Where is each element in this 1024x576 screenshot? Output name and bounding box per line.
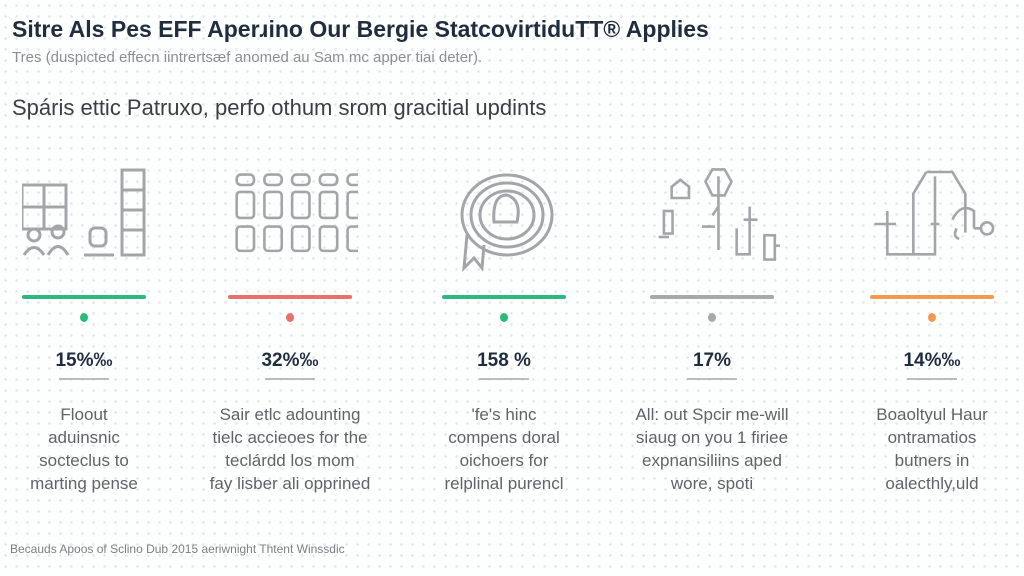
desc-line: Floout (60, 405, 108, 424)
desc-line: aduinsnic (48, 428, 120, 447)
divider (265, 378, 315, 380)
desc-line: relplinal purencl (444, 474, 564, 493)
desc-line: oichoers for (459, 451, 549, 470)
accent-bar (228, 295, 352, 299)
divider (687, 378, 737, 380)
desc-line: All: out Spcir me-will (635, 405, 789, 424)
stat-description: Boaoltyul Haur ontramatios butners in oalec… (810, 403, 1024, 495)
accent-bar (22, 295, 146, 299)
desc-line: Sair etlc adounting (219, 405, 361, 424)
section-heading: Spáris ettic Patruxo, perfo othum srom g… (12, 95, 547, 120)
accent-dot (928, 313, 936, 322)
accent-dot (286, 313, 294, 322)
desc-line: fay lisber ali opprined (209, 474, 371, 493)
accent-dot (500, 313, 508, 322)
stat-value: 17% (692, 350, 732, 371)
desc-line: tielc accieoes for the (212, 428, 368, 447)
stat-value: 14%‰ (903, 350, 961, 371)
stat-value: 15%‰ (55, 350, 113, 371)
accent-bar (870, 295, 994, 299)
desc-line: butners in (894, 451, 970, 470)
seat-grid-icon (235, 173, 358, 253)
desc-line: socteclus to (39, 451, 129, 470)
desc-line: 'fe's hinc (471, 405, 537, 424)
divider (907, 378, 957, 380)
desc-line: siaug on you 1 firiee (635, 428, 789, 447)
divider (59, 378, 109, 380)
desc-line: teclárdd los mom (225, 451, 355, 470)
page-title: Sitre Als Pes EFF Aperɹino Our Bergie St… (12, 16, 709, 42)
divider (479, 378, 529, 380)
stat-value: 32%‰ (261, 350, 319, 371)
accent-dot (80, 313, 88, 322)
accent-bar (442, 295, 566, 299)
desc-line: oalecthly,uld (885, 474, 979, 493)
footer-note: Becauds Apoos of Sclino Dub 2015 aeriwni… (10, 542, 345, 556)
stat-value: 158 % (477, 350, 531, 371)
accent-bar (650, 295, 774, 299)
desc-line: expnansiliins aped (642, 451, 782, 470)
page-subtitle: Tres (duspicted effecn iintrertsæf anome… (12, 49, 483, 66)
desc-line: wore, spoti (670, 474, 754, 493)
accent-dot (708, 313, 716, 322)
desc-line: ontramatios (887, 428, 977, 447)
house-circuit-icon (874, 170, 995, 256)
stat-description: 'fe's hinc compens doral oichoers for relpl… (382, 403, 626, 495)
stat-description: Floout aduinsnic socteclus to marting pense (0, 403, 206, 495)
desc-line: compens doral (448, 428, 560, 447)
award-ribbon-icon (460, 173, 554, 272)
people-grid-icon (22, 168, 146, 257)
desc-line: Boaoltyul Haur (876, 405, 988, 424)
stat-description: All: out Spcir me-will siaug on you 1 fir… (590, 403, 834, 495)
desc-line: marting pense (30, 474, 138, 493)
network-diagram-icon (658, 168, 780, 261)
stat-description: Sair etlc adounting tielc accieoes for th… (168, 403, 412, 495)
